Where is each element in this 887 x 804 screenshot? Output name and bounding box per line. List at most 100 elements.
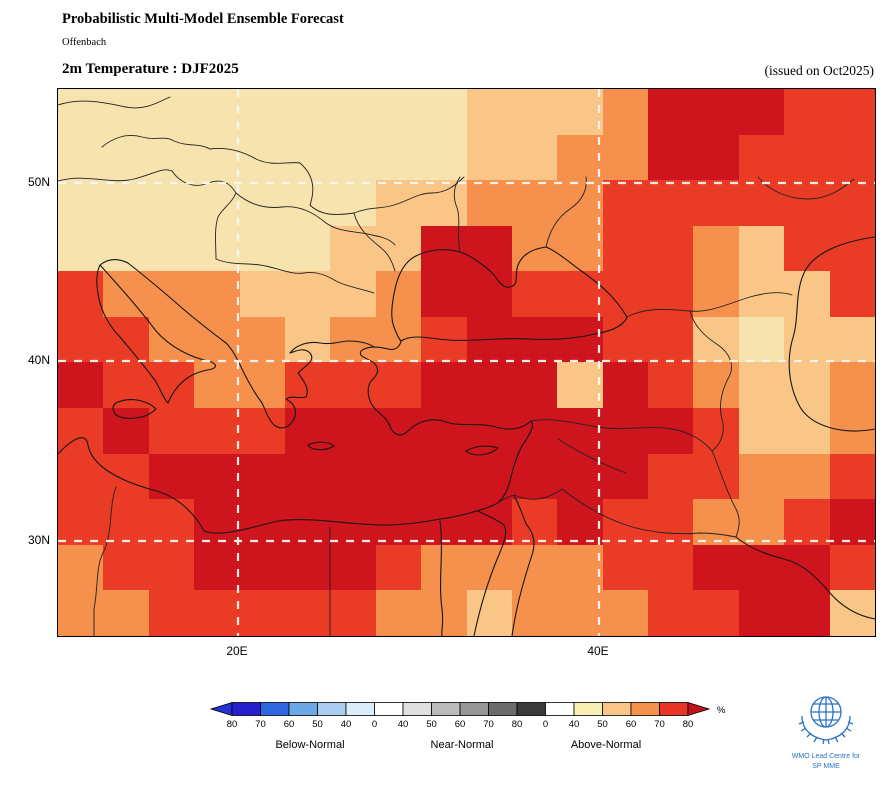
- colorbar-tick: 0: [371, 719, 378, 730]
- grid-cell: [557, 499, 603, 545]
- grid-cell: [194, 362, 240, 409]
- grid-cell: [784, 544, 830, 591]
- grid-cell: [375, 225, 422, 272]
- grid-cell: [511, 362, 558, 409]
- grid-cell: [284, 316, 331, 363]
- lat-label-50n: 50N: [27, 175, 50, 189]
- grid-cell: [58, 89, 104, 135]
- coastlines: [58, 236, 875, 636]
- grid-cell: [421, 362, 467, 409]
- grid-cell: [330, 134, 376, 181]
- grid-cell: [148, 544, 195, 591]
- grid-cell: [602, 408, 649, 454]
- grid-cell: [194, 408, 240, 454]
- map-overlay: [58, 89, 875, 636]
- grid-cell: [829, 362, 875, 409]
- grid-cell: [375, 408, 422, 454]
- grid-cell: [557, 271, 603, 317]
- grid-cell: [375, 544, 422, 591]
- grid-cell: [829, 134, 875, 181]
- grid-cell: [284, 89, 331, 135]
- grid-cell: [421, 544, 467, 591]
- colorbar-tick: 70: [654, 719, 665, 730]
- grid-cell: [58, 362, 104, 409]
- grid-cell: [738, 590, 785, 636]
- issuing-centre: Offenbach: [62, 37, 107, 48]
- grid-cell: [239, 362, 285, 409]
- grid-cell: [602, 316, 649, 363]
- grid-cell: [58, 499, 104, 545]
- grid-cell: [239, 499, 285, 545]
- grid-cell: [148, 408, 195, 454]
- grid-cell: [466, 180, 512, 226]
- grid-cell: [330, 89, 376, 135]
- wmo-logo: WMO Lead Centre for SP MME: [792, 696, 861, 770]
- grid-cell: [239, 544, 285, 591]
- grid-cell: [375, 316, 422, 363]
- grid-cell: [58, 225, 104, 272]
- grid-cell: [148, 499, 195, 545]
- grid-cell: [784, 271, 830, 317]
- grid-cell: [648, 453, 694, 500]
- grid-cell: [693, 89, 739, 135]
- grid-cell: [557, 180, 603, 226]
- grid-cell: [693, 590, 739, 636]
- probability-grid: [58, 89, 875, 636]
- grid-cell: [738, 180, 785, 226]
- lat-label-30n: 30N: [27, 533, 50, 547]
- grid-cell: [693, 271, 739, 317]
- colorbar-tick: 40: [397, 719, 409, 730]
- grid-cell: [738, 134, 785, 181]
- grid-cell: [557, 362, 603, 409]
- grid-cell: [466, 544, 512, 591]
- grid-cell: [829, 453, 875, 500]
- grid-cell: [148, 590, 195, 636]
- grid-cell: [602, 271, 649, 317]
- grid-cell: [375, 590, 422, 636]
- grid-cell: [103, 89, 149, 135]
- colorbar-tick: 50: [597, 719, 608, 730]
- colorbar-tick: 0: [542, 719, 549, 730]
- grid-cell: [511, 134, 558, 181]
- grid-cell: [784, 590, 830, 636]
- grid-cell: [648, 362, 694, 409]
- grid-cell: [103, 134, 149, 181]
- grid-cell: [103, 316, 149, 363]
- grid-cell: [557, 134, 603, 181]
- grid-cell: [466, 271, 512, 317]
- grid-cell: [58, 271, 104, 317]
- grid-cell: [194, 590, 240, 636]
- grid-cell: [239, 453, 285, 500]
- grid-cell: [648, 499, 694, 545]
- colorbar-tick: 80: [226, 719, 238, 730]
- grid-cell: [148, 89, 195, 135]
- grid-cell: [284, 453, 331, 500]
- grid-cell: [375, 362, 422, 409]
- colorbar-tick: 40: [568, 719, 580, 730]
- colorbar-svg: [210, 702, 710, 717]
- grid-cell: [330, 271, 376, 317]
- grid-cell: [557, 89, 603, 135]
- grid-cell: [557, 408, 603, 454]
- colorbar-tick: 50: [312, 719, 323, 730]
- grid-cell: [511, 408, 558, 454]
- grid-cell: [648, 590, 694, 636]
- grid-cell: [829, 499, 875, 545]
- grid-cell: [148, 225, 195, 272]
- grid-cell: [375, 453, 422, 500]
- grid-cell: [784, 89, 830, 135]
- grid-cell: [738, 453, 785, 500]
- grid-cell: [784, 316, 830, 363]
- colorbar-tick: 60: [625, 719, 637, 730]
- grid-cell: [375, 271, 422, 317]
- grid-cell: [148, 134, 195, 181]
- colorbar: 80 70 60 50 40 0 40 50 60 70 80 0 40 50 60 70 80 % Below…: [210, 702, 755, 758]
- grid-cell: [421, 590, 467, 636]
- grid-cell: [784, 453, 830, 500]
- grid-cell: [148, 316, 195, 363]
- grid-cell: [148, 453, 195, 500]
- grid-cell: [511, 271, 558, 317]
- grid-cell: [103, 408, 149, 454]
- grid-cell: [648, 89, 694, 135]
- grid-cell: [602, 89, 649, 135]
